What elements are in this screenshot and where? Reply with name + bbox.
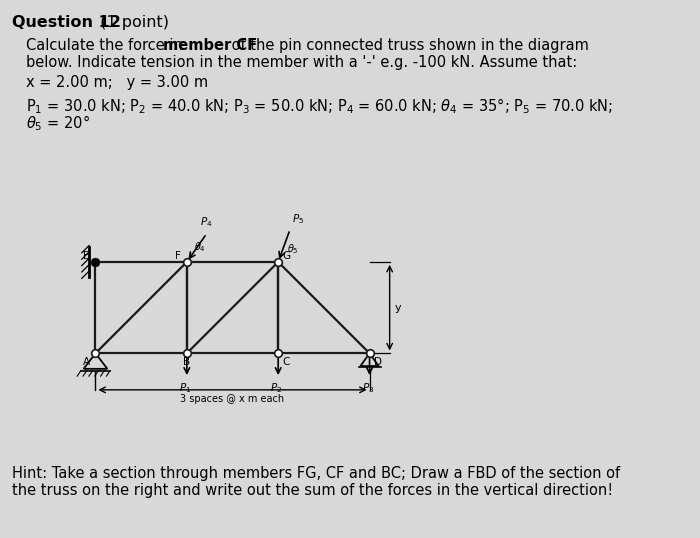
Text: $P_4$: $P_4$ bbox=[199, 215, 212, 229]
Text: B: B bbox=[183, 357, 190, 367]
Text: $P_2$: $P_2$ bbox=[270, 381, 282, 395]
Text: below. Indicate tension in the member with a '-' e.g. -100 kN. Assume that:: below. Indicate tension in the member wi… bbox=[26, 55, 577, 70]
Text: $P_3$: $P_3$ bbox=[362, 381, 374, 395]
Text: the truss on the right and write out the sum of the forces in the vertical direc: the truss on the right and write out the… bbox=[12, 483, 613, 498]
Text: (1 point): (1 point) bbox=[95, 15, 169, 30]
Text: E: E bbox=[83, 251, 90, 260]
Text: Hint: Take a section through members FG, CF and BC; Draw a FBD of the section of: Hint: Take a section through members FG,… bbox=[12, 466, 620, 481]
Text: $\theta_5$ = 20°: $\theta_5$ = 20° bbox=[26, 113, 90, 133]
Text: member CF: member CF bbox=[163, 38, 257, 53]
Text: $\theta_4$: $\theta_4$ bbox=[194, 240, 206, 254]
Text: A: A bbox=[83, 357, 90, 366]
Text: Calculate the force in: Calculate the force in bbox=[26, 38, 188, 53]
Text: y: y bbox=[394, 302, 401, 313]
Text: F: F bbox=[175, 251, 181, 260]
Text: Question 12: Question 12 bbox=[12, 15, 121, 30]
Text: $\theta_5$: $\theta_5$ bbox=[287, 243, 299, 257]
Text: of the pin connected truss shown in the diagram: of the pin connected truss shown in the … bbox=[227, 38, 589, 53]
Text: C: C bbox=[283, 357, 290, 366]
Text: x = 2.00 m;   y = 3.00 m: x = 2.00 m; y = 3.00 m bbox=[26, 75, 208, 90]
Text: $P_5$: $P_5$ bbox=[292, 212, 304, 225]
Text: $P_1$: $P_1$ bbox=[179, 381, 191, 395]
Text: P$_1$ = 30.0 kN; P$_2$ = 40.0 kN; P$_3$ = 50.0 kN; P$_4$ = 60.0 kN; $\theta_4$ =: P$_1$ = 30.0 kN; P$_2$ = 40.0 kN; P$_3$ … bbox=[26, 96, 613, 116]
Text: D: D bbox=[374, 357, 382, 366]
Text: 3 spaces @ x m each: 3 spaces @ x m each bbox=[181, 394, 285, 405]
Text: G: G bbox=[282, 251, 290, 260]
